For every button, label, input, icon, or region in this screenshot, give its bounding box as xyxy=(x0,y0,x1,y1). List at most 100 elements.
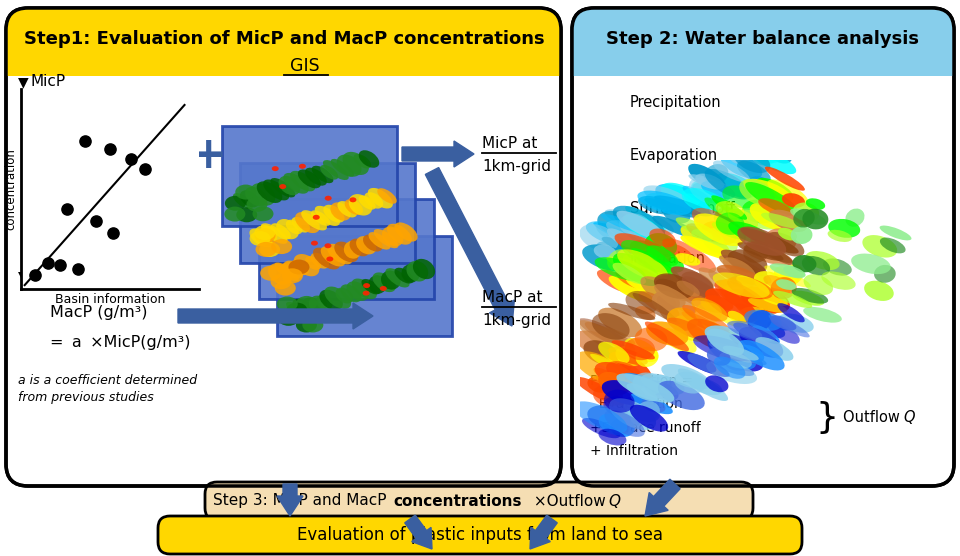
Ellipse shape xyxy=(709,339,759,363)
Ellipse shape xyxy=(681,226,731,257)
Ellipse shape xyxy=(616,211,665,241)
Ellipse shape xyxy=(680,291,726,313)
Ellipse shape xyxy=(609,276,653,302)
Ellipse shape xyxy=(729,221,772,245)
Text: MacP at: MacP at xyxy=(482,290,542,305)
Ellipse shape xyxy=(276,219,299,239)
Ellipse shape xyxy=(702,320,746,347)
Ellipse shape xyxy=(335,287,353,304)
Ellipse shape xyxy=(646,245,678,266)
Ellipse shape xyxy=(627,383,658,401)
Ellipse shape xyxy=(330,202,350,221)
Ellipse shape xyxy=(770,148,792,163)
Ellipse shape xyxy=(683,305,730,332)
Ellipse shape xyxy=(596,223,647,250)
Ellipse shape xyxy=(728,311,746,324)
Ellipse shape xyxy=(662,239,716,273)
Ellipse shape xyxy=(254,225,276,240)
Ellipse shape xyxy=(395,267,414,284)
Ellipse shape xyxy=(705,169,752,200)
Text: Infiltration: Infiltration xyxy=(630,251,706,266)
Ellipse shape xyxy=(711,195,747,220)
Ellipse shape xyxy=(880,237,905,254)
Ellipse shape xyxy=(305,256,322,270)
Text: +Surface runoff: +Surface runoff xyxy=(590,421,701,435)
Ellipse shape xyxy=(719,351,752,369)
Ellipse shape xyxy=(272,166,278,171)
Ellipse shape xyxy=(660,276,716,301)
Ellipse shape xyxy=(348,194,372,216)
Ellipse shape xyxy=(636,401,660,421)
Ellipse shape xyxy=(793,209,815,227)
Ellipse shape xyxy=(708,267,741,287)
Ellipse shape xyxy=(271,224,291,240)
Ellipse shape xyxy=(636,254,671,278)
Ellipse shape xyxy=(704,164,729,185)
Ellipse shape xyxy=(719,334,745,352)
Text: Step 2: Water balance analysis: Step 2: Water balance analysis xyxy=(607,30,920,48)
Ellipse shape xyxy=(619,414,639,426)
Ellipse shape xyxy=(735,303,779,329)
Ellipse shape xyxy=(723,346,758,360)
Ellipse shape xyxy=(644,198,699,218)
Ellipse shape xyxy=(729,146,752,164)
FancyArrow shape xyxy=(178,303,373,329)
Ellipse shape xyxy=(625,206,666,232)
Ellipse shape xyxy=(301,297,321,316)
Ellipse shape xyxy=(740,228,799,254)
Text: Evaporation: Evaporation xyxy=(630,148,718,163)
Ellipse shape xyxy=(765,167,804,191)
Ellipse shape xyxy=(626,275,677,298)
Ellipse shape xyxy=(774,266,800,284)
Ellipse shape xyxy=(615,266,662,291)
Ellipse shape xyxy=(312,166,333,183)
Ellipse shape xyxy=(707,360,757,384)
Ellipse shape xyxy=(804,307,842,322)
Ellipse shape xyxy=(276,296,298,311)
Ellipse shape xyxy=(623,254,678,286)
Ellipse shape xyxy=(682,271,714,294)
Ellipse shape xyxy=(767,232,804,256)
Ellipse shape xyxy=(739,179,775,206)
Ellipse shape xyxy=(803,208,828,230)
Ellipse shape xyxy=(720,152,762,178)
Ellipse shape xyxy=(604,390,635,413)
Ellipse shape xyxy=(271,178,296,197)
Ellipse shape xyxy=(258,226,277,246)
Ellipse shape xyxy=(671,266,713,290)
Ellipse shape xyxy=(313,247,340,270)
Ellipse shape xyxy=(275,281,296,296)
Ellipse shape xyxy=(748,298,787,313)
Ellipse shape xyxy=(723,257,756,280)
Ellipse shape xyxy=(742,200,777,224)
Text: Evaluation of plastic inputs from land to sea: Evaluation of plastic inputs from land t… xyxy=(297,526,663,544)
Text: Evaporation: Evaporation xyxy=(590,397,683,411)
Ellipse shape xyxy=(767,321,800,344)
Ellipse shape xyxy=(631,393,673,414)
Ellipse shape xyxy=(684,193,710,210)
Ellipse shape xyxy=(282,269,302,284)
Ellipse shape xyxy=(675,253,701,266)
Ellipse shape xyxy=(324,205,345,222)
Ellipse shape xyxy=(385,268,410,287)
Ellipse shape xyxy=(598,372,629,395)
Ellipse shape xyxy=(756,125,811,151)
Ellipse shape xyxy=(607,236,644,260)
Ellipse shape xyxy=(351,279,377,299)
Ellipse shape xyxy=(793,202,819,222)
Ellipse shape xyxy=(606,220,665,246)
Ellipse shape xyxy=(691,229,713,242)
Ellipse shape xyxy=(656,184,709,215)
Ellipse shape xyxy=(298,170,321,188)
Ellipse shape xyxy=(626,291,658,314)
Ellipse shape xyxy=(783,265,805,279)
Ellipse shape xyxy=(358,196,375,210)
Ellipse shape xyxy=(696,284,721,300)
Point xyxy=(70,265,85,274)
Ellipse shape xyxy=(739,327,783,358)
Ellipse shape xyxy=(678,351,730,377)
Ellipse shape xyxy=(595,326,636,345)
Ellipse shape xyxy=(615,346,642,366)
Text: Q: Q xyxy=(903,410,915,425)
Ellipse shape xyxy=(283,173,309,193)
